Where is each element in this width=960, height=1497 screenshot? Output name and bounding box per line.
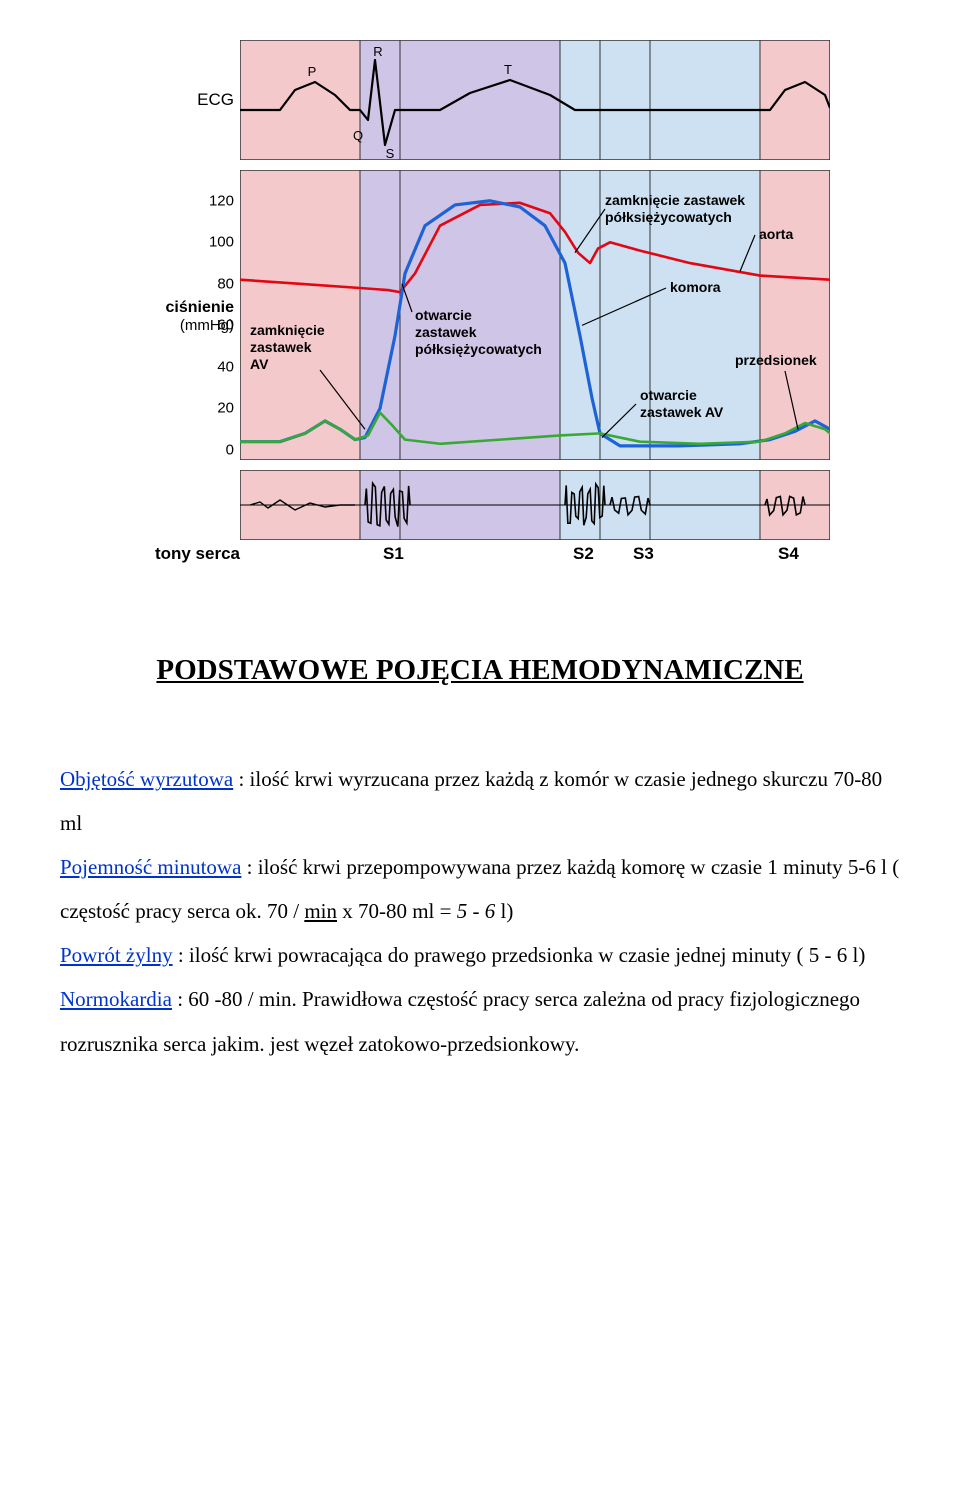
paragraph-4: Normokardia : 60 -80 / min. Prawidłowa c… <box>60 977 900 1065</box>
svg-text:przedsionek: przedsionek <box>735 352 817 368</box>
svg-text:AV: AV <box>250 356 269 372</box>
svg-text:zastawek: zastawek <box>415 324 477 340</box>
svg-text:S: S <box>386 146 395 160</box>
svg-text:komora: komora <box>670 279 721 295</box>
wiggers-diagram: ECG PQRST 020406080100120 ciśnienie (mmH… <box>130 40 830 564</box>
svg-text:otwarcie: otwarcie <box>640 387 697 403</box>
sounds-axis-label: tony serca <box>130 544 246 564</box>
paragraph-1: Objętość wyrzutowa : ilość krwi wyrzucan… <box>60 757 900 845</box>
svg-text:R: R <box>373 44 382 59</box>
svg-text:zamknięcie: zamknięcie <box>250 322 325 338</box>
pressure-panel: zamknięciezastawekAVotwarciezastawekpółk… <box>240 170 830 460</box>
svg-text:P: P <box>308 64 317 79</box>
svg-text:zamknięcie zastawek: zamknięcie zastawek <box>605 192 745 208</box>
ecg-panel: P Q R S T <box>240 40 830 160</box>
svg-text:półksiężycowatych: półksiężycowatych <box>605 209 732 225</box>
sound-labels: S1S2S3S4 <box>246 544 830 564</box>
svg-text:aorta: aorta <box>759 226 793 242</box>
paragraph-2: Pojemność minutowa : ilość krwi przepomp… <box>60 845 900 933</box>
pressure-label-1: ciśnienie <box>166 298 234 317</box>
sounds-panel <box>240 470 830 540</box>
svg-text:zastawek AV: zastawek AV <box>640 404 724 420</box>
pressure-label-2: (mmHg) <box>166 317 234 334</box>
svg-text:zastawek: zastawek <box>250 339 312 355</box>
body-text: Objętość wyrzutowa : ilość krwi wyrzucan… <box>60 757 900 1066</box>
svg-text:T: T <box>504 62 512 77</box>
svg-text:otwarcie: otwarcie <box>415 307 472 323</box>
svg-text:półksiężycowatych: półksiężycowatych <box>415 341 542 357</box>
ecg-label: ECG <box>197 90 234 110</box>
svg-text:Q: Q <box>353 128 363 143</box>
page-title: PODSTAWOWE POJĘCIA HEMODYNAMICZNE <box>60 654 900 687</box>
paragraph-3: Powrót żylny : ilość krwi powracająca do… <box>60 933 900 977</box>
